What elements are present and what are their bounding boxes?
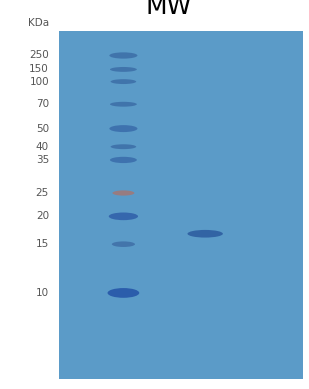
- Text: 25: 25: [36, 188, 49, 198]
- Ellipse shape: [188, 230, 223, 238]
- Text: 100: 100: [29, 77, 49, 87]
- Ellipse shape: [110, 67, 137, 72]
- Ellipse shape: [111, 79, 136, 84]
- Text: 250: 250: [29, 51, 49, 61]
- Ellipse shape: [110, 157, 137, 163]
- Ellipse shape: [111, 144, 136, 149]
- Ellipse shape: [109, 53, 138, 59]
- Text: 15: 15: [36, 239, 49, 249]
- Text: KDa: KDa: [28, 18, 49, 28]
- Ellipse shape: [109, 212, 138, 220]
- Ellipse shape: [109, 125, 138, 132]
- Text: 10: 10: [36, 288, 49, 298]
- Text: 50: 50: [36, 124, 49, 133]
- Text: 35: 35: [36, 155, 49, 165]
- Text: 70: 70: [36, 99, 49, 109]
- Text: 40: 40: [36, 142, 49, 152]
- Ellipse shape: [112, 190, 134, 196]
- Text: 150: 150: [29, 65, 49, 74]
- Ellipse shape: [108, 288, 139, 298]
- Ellipse shape: [112, 242, 135, 247]
- Text: 20: 20: [36, 211, 49, 221]
- Ellipse shape: [110, 102, 137, 107]
- Text: MW: MW: [145, 0, 192, 19]
